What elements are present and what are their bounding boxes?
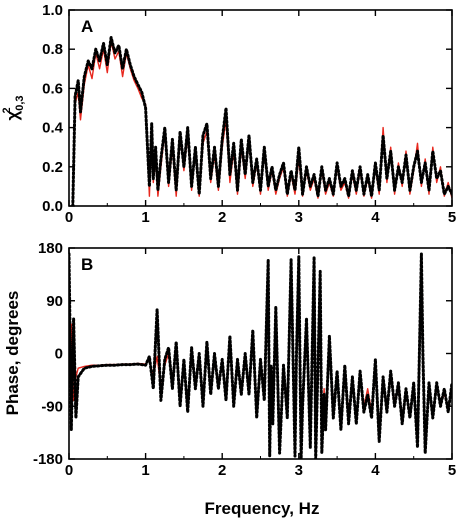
y-tick-label-a: 0.0 — [42, 198, 63, 215]
y-tick-label-a: 1.0 — [42, 2, 63, 19]
panel-label-a: A — [81, 17, 93, 36]
y-tick-label-a: 0.4 — [42, 120, 64, 137]
x-tick-label-b: 4 — [371, 462, 380, 479]
red-line-b — [69, 259, 452, 454]
series-group-a — [71, 35, 452, 206]
series-group-b — [69, 252, 452, 459]
y-tick-label-a: 0.6 — [42, 80, 63, 97]
y-tick-label-b: -180 — [33, 451, 63, 468]
x-tick-label-a: 5 — [448, 209, 456, 226]
x-tick-label-a: 2 — [218, 209, 226, 226]
x-tick-label-b: 3 — [295, 462, 303, 479]
y-tick-label-a: 0.2 — [42, 159, 63, 176]
y-axis-title-a: χ0,32 — [1, 95, 26, 120]
x-tick-label-b: 0 — [65, 462, 73, 479]
black-dotted-line-b — [69, 252, 452, 459]
y-tick-label-b: 90 — [46, 293, 63, 310]
x-axis-title: Frequency, Hz — [205, 499, 320, 518]
x-tick-label-b: 1 — [141, 462, 149, 479]
panel-b-chart: 0 1 2 3 4 5 -180 -90 0 90 180 B Phase, degrees — [3, 240, 456, 479]
plot-frame-b — [68, 247, 453, 460]
y-axis-title-a-main: χ — [3, 111, 22, 121]
x-tick-label-a: 4 — [371, 209, 380, 226]
x-tick-label-a: 1 — [141, 209, 149, 226]
y-axis-title-a-sup: 2 — [1, 107, 13, 113]
y-axis-title-b: Phase, degrees — [3, 291, 22, 416]
panel-label-b: B — [81, 255, 93, 274]
x-tick-label-a: 0 — [65, 209, 73, 226]
black-dotted-line-a — [71, 35, 452, 206]
x-tick-label-a: 3 — [295, 209, 303, 226]
y-tick-label-b: -90 — [41, 398, 63, 415]
y-tick-label-b: 180 — [38, 240, 63, 257]
x-tick-label-b: 2 — [218, 462, 226, 479]
y-tick-label-b: 0 — [55, 346, 63, 363]
y-axis-title-a-sub: 0,3 — [14, 95, 26, 110]
x-tick-label-b: 5 — [448, 462, 456, 479]
y-tick-label-a: 0.8 — [42, 41, 63, 58]
